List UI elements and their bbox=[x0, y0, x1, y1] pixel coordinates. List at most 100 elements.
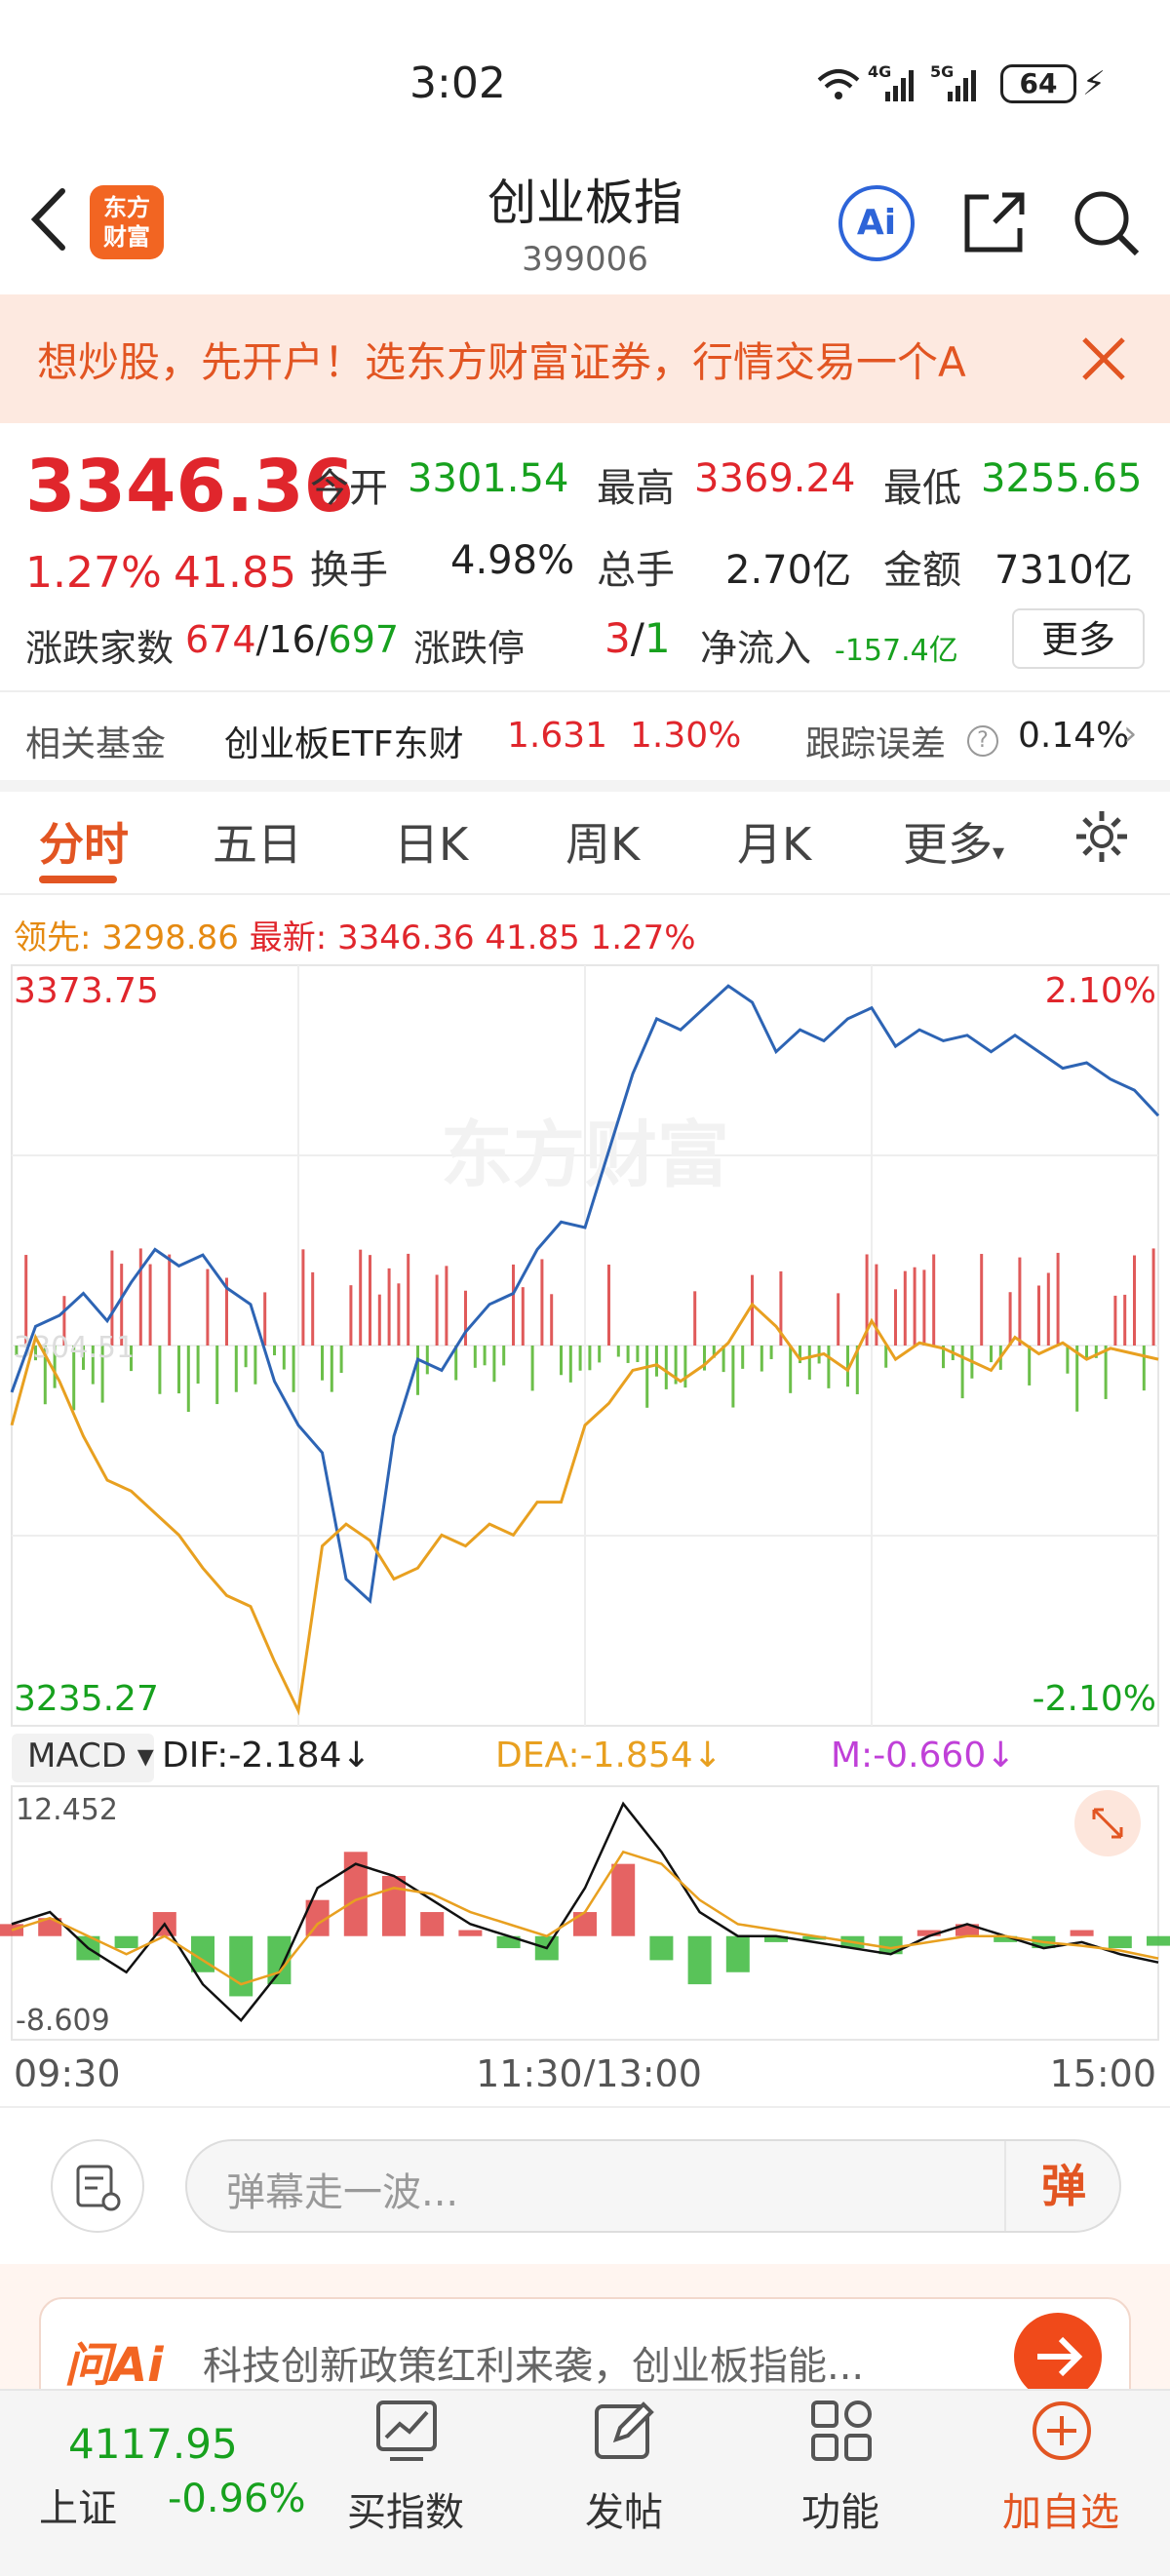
fund-name[interactable]: 创业板ETF东财 bbox=[224, 724, 464, 764]
volume-bar-up bbox=[1113, 1295, 1117, 1346]
chart-legend: 领先: 3298.86 最新: 3346.36 41.85 1.27% bbox=[14, 911, 696, 958]
volume-bar-down bbox=[568, 1346, 572, 1383]
change-value: 41.85 bbox=[174, 548, 296, 598]
volume-bar-down bbox=[339, 1346, 343, 1374]
volume-bar-up bbox=[751, 1274, 754, 1346]
volume-bar-up bbox=[540, 1259, 544, 1346]
inflow-value: -157.4亿 bbox=[835, 634, 958, 668]
ai-button[interactable]: Ai bbox=[838, 185, 915, 261]
chart-settings-button[interactable] bbox=[1072, 807, 1131, 870]
macd-bar-negative bbox=[114, 1935, 138, 1949]
danmu-input[interactable]: 弹幕走一波... bbox=[185, 2139, 1121, 2233]
volume-bar-up bbox=[349, 1285, 353, 1346]
volume-bar-up bbox=[837, 1293, 840, 1346]
volume-bar-up bbox=[377, 1294, 381, 1346]
pct-max-label: 2.10% bbox=[1045, 971, 1156, 1011]
volume-bar-down bbox=[530, 1346, 534, 1391]
down-count: 697 bbox=[328, 618, 400, 661]
tab-more[interactable]: 更多▾ bbox=[903, 809, 1004, 874]
volume-bar-up bbox=[120, 1264, 124, 1346]
tab-weekly-k[interactable]: 周K bbox=[566, 818, 641, 871]
lead-label: 领先: bbox=[14, 918, 92, 957]
tab-intraday[interactable]: 分时 bbox=[39, 818, 129, 871]
danmu-button[interactable]: 弹 bbox=[1004, 2141, 1121, 2231]
tab-daily-k[interactable]: 日K bbox=[394, 818, 469, 871]
functions-button[interactable]: 功能 bbox=[743, 2395, 938, 2560]
volume-bar-up bbox=[1056, 1252, 1060, 1346]
volume-bar-up bbox=[62, 1296, 66, 1346]
volume-bar-down bbox=[321, 1346, 324, 1381]
dea-line bbox=[11, 1850, 1159, 1986]
last-price: 3346.36 bbox=[25, 445, 355, 528]
share-icon bbox=[964, 192, 1025, 253]
macd-bar-negative bbox=[649, 1935, 674, 1961]
volume-bar-down bbox=[15, 1346, 19, 1355]
inflow-label: 净流入 bbox=[700, 627, 812, 670]
search-icon bbox=[1074, 191, 1140, 256]
volume-bar-up bbox=[1151, 1248, 1155, 1346]
more-quote-button[interactable]: 更多 bbox=[1012, 608, 1145, 669]
danmu-settings-button[interactable] bbox=[51, 2139, 144, 2233]
page-title: 创业板指 bbox=[488, 175, 682, 231]
tracking-error-label: 跟踪误差 bbox=[805, 724, 947, 764]
divider bbox=[0, 690, 1170, 692]
volume-bar-down bbox=[282, 1346, 286, 1370]
volume-bar-down bbox=[884, 1346, 888, 1368]
volume-bar-up bbox=[894, 1289, 897, 1346]
add-watchlist-button[interactable]: 加自选 bbox=[963, 2395, 1158, 2560]
app-logo[interactable]: 东方 财富 bbox=[90, 185, 164, 259]
volume-bar-up bbox=[148, 1264, 152, 1346]
macd-bar-positive bbox=[611, 1863, 636, 1936]
post-button[interactable]: 发帖 bbox=[526, 2395, 722, 2560]
macd-bar-negative bbox=[687, 1935, 712, 1985]
ai-go-button[interactable] bbox=[1014, 2313, 1102, 2400]
volume-bar-down bbox=[598, 1346, 602, 1363]
logo-text: 东方 财富 bbox=[103, 194, 150, 251]
volume-bar-down bbox=[1085, 1346, 1088, 1360]
volume-bar-up bbox=[865, 1254, 869, 1346]
share-button[interactable] bbox=[959, 187, 1030, 261]
index-code: 399006 bbox=[522, 240, 648, 279]
ai-label: Ai bbox=[856, 203, 897, 243]
volume-bar-up bbox=[110, 1250, 114, 1346]
volume-bar-up bbox=[464, 1290, 467, 1346]
functions-label: 功能 bbox=[801, 2490, 879, 2535]
volume-bar-down bbox=[1094, 1346, 1098, 1358]
low-value: 3255.65 bbox=[981, 456, 1143, 501]
search-button[interactable] bbox=[1071, 187, 1143, 263]
volume-bar-up bbox=[225, 1277, 228, 1346]
volume-bar-down bbox=[846, 1346, 849, 1387]
amount-value: 7310亿 bbox=[994, 548, 1133, 593]
volume-bar-down bbox=[990, 1346, 993, 1363]
status-time: 3:02 bbox=[410, 59, 506, 108]
volume-bar-down bbox=[292, 1346, 295, 1392]
buy-index-button[interactable]: 买指数 bbox=[308, 2395, 503, 2560]
high-value: 3369.24 bbox=[694, 456, 856, 501]
volume-bar-up bbox=[435, 1274, 439, 1346]
volume-bar-down bbox=[82, 1346, 85, 1370]
promo-banner-text: 想炒股，先开户！选东方财富证券，行情交易一个A bbox=[37, 338, 966, 386]
intraday-chart[interactable]: 东方财富3304.513373.753235.272.10%-2.10%MACD… bbox=[0, 956, 1170, 2087]
volume-bar-down bbox=[616, 1346, 620, 1357]
promo-banner[interactable] bbox=[0, 294, 1170, 423]
network-4g-label: 4G bbox=[868, 62, 892, 81]
volume-bar-down bbox=[578, 1346, 582, 1371]
volume-bar-down bbox=[425, 1346, 429, 1375]
volume-bar-down bbox=[492, 1346, 496, 1383]
tab-five-day[interactable]: 五日 bbox=[213, 818, 302, 871]
chevron-right-icon[interactable]: › bbox=[1123, 714, 1138, 754]
volume-bar-up bbox=[369, 1255, 371, 1346]
volume-bar-up bbox=[445, 1266, 448, 1346]
close-banner-button[interactable] bbox=[1078, 333, 1129, 388]
volume-bar-down bbox=[1104, 1346, 1108, 1399]
post-label: 发帖 bbox=[585, 2490, 663, 2535]
ai-suggestion-text: 科技创新政策红利来袭，创业板指能... bbox=[203, 2344, 865, 2389]
help-icon[interactable]: ? bbox=[967, 725, 998, 757]
volume-bar-up bbox=[1046, 1272, 1050, 1346]
tab-monthly-k[interactable]: 月K bbox=[737, 818, 812, 871]
macd-bar-negative bbox=[1108, 1935, 1132, 1949]
back-button[interactable] bbox=[27, 185, 70, 257]
amount-label: 金额 bbox=[883, 548, 961, 593]
market-index-ticker[interactable]: 4117.95 上证 -0.96% bbox=[0, 2408, 332, 2545]
volume-bar-down bbox=[731, 1346, 735, 1408]
